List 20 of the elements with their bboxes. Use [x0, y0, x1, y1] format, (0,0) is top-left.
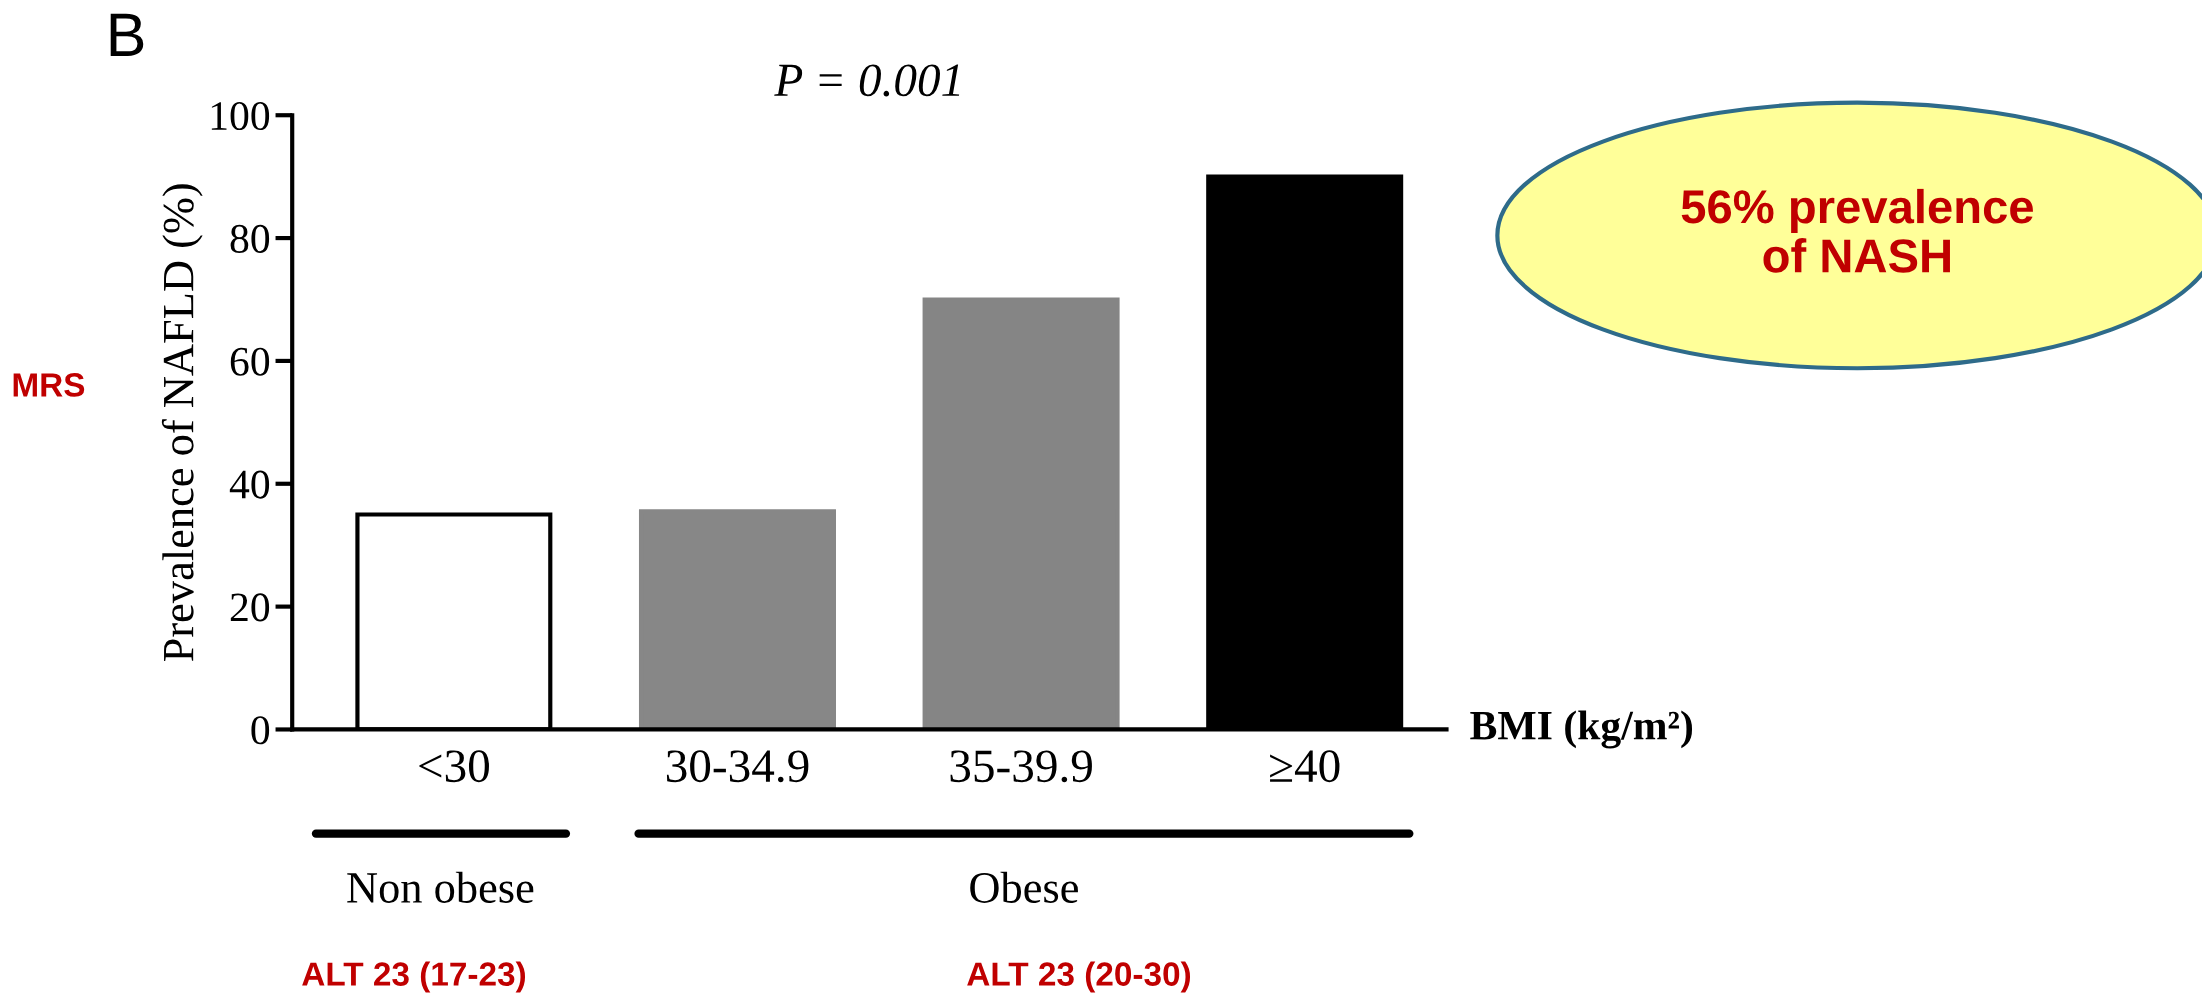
y-axis-title: Prevalence of NAFLD (%) [161, 184, 203, 662]
text: 56% prevalence of NASH [1681, 188, 2033, 273]
text: ALT 23 (20-30) [967, 961, 1191, 993]
text: ALT 23 (17-23) [302, 961, 526, 993]
x-tick-label: <30 [419, 750, 489, 783]
text: B [110, 13, 144, 56]
x-tick-label: 30-34.9 [666, 750, 809, 783]
x-tick-label: ≥40 [1270, 750, 1340, 783]
y-tick-label: 20 [230, 593, 270, 622]
text: Obese [970, 871, 1078, 903]
text: Non obese [347, 871, 534, 903]
y-tick-label: 80 [230, 224, 270, 253]
text: MRS [13, 373, 85, 397]
y-tick-label: 60 [230, 347, 270, 376]
x-tick-label: 35-39.9 [950, 750, 1092, 783]
x-axis-title: BMI (kg/m²) [1470, 710, 1693, 749]
chart-title: P = 0.001 [774, 64, 960, 97]
y-tick-label: 100 [211, 101, 270, 131]
y-tick-label: 40 [229, 470, 270, 499]
y-tick-label: 0 [251, 716, 270, 745]
